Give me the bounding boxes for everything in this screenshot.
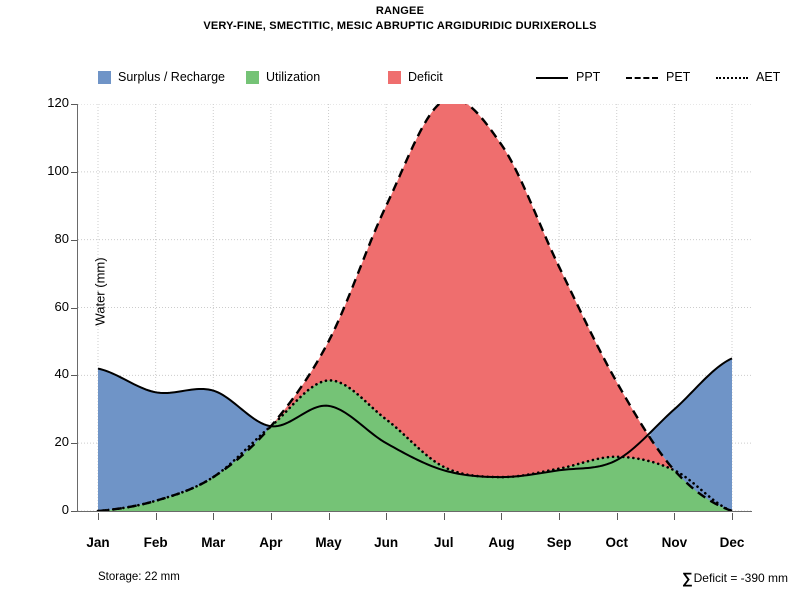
y-tick-label: 120 xyxy=(47,95,69,110)
legend-line-ppt-icon xyxy=(536,71,568,84)
legend-item-deficit: Deficit xyxy=(388,68,443,86)
legend-swatch-deficit xyxy=(388,70,401,84)
x-tick-label: Apr xyxy=(259,535,283,550)
x-tick-mark xyxy=(732,513,733,520)
x-tick-mark xyxy=(501,513,503,520)
curve-aet xyxy=(96,379,734,511)
legend-item-pet: PET xyxy=(626,68,690,86)
x-tick-label: Oct xyxy=(605,535,628,550)
plot-area: Water (mm) xyxy=(77,104,752,512)
legend-label-surplus: Surplus / Recharge xyxy=(118,70,226,84)
deficit-note: ∑Deficit = -390 mm xyxy=(682,570,788,587)
storage-note: Storage: 22 mm xyxy=(98,571,180,583)
y-tick-mark xyxy=(71,104,77,105)
legend-label-utilization: Utilization xyxy=(266,70,321,84)
x-axis-line xyxy=(77,511,752,512)
y-tick-label: 60 xyxy=(54,298,69,314)
x-tick-mark xyxy=(674,513,676,520)
legend-line-aet-icon xyxy=(716,71,748,84)
area-surplus xyxy=(98,358,732,511)
x-tick-mark xyxy=(98,513,99,520)
deficit-note-text: Deficit = -390 mm xyxy=(693,571,788,585)
legend-item-aet: AET xyxy=(716,68,780,86)
y-tick-mark xyxy=(71,239,77,241)
x-tick-mark xyxy=(328,513,330,520)
y-tick-label: 20 xyxy=(54,434,69,450)
chart-title-line1: RANGEE xyxy=(375,5,425,17)
y-tick-label: 40 xyxy=(54,366,69,382)
legend-item-ppt: PPT xyxy=(536,68,600,86)
plot-svg xyxy=(78,104,752,511)
x-tick-label: Aug xyxy=(488,535,515,550)
legend-label-pet: PET xyxy=(666,70,691,84)
chart-legend: Surplus / Recharge Utilization Deficit P… xyxy=(98,68,780,86)
legend-swatch-utilization xyxy=(246,70,259,84)
legend-line-pet-icon xyxy=(626,71,658,84)
chart-title: RANGEE VERY-FINE, SMECTITIC, MESIC ABRUP… xyxy=(0,4,800,34)
x-tick-label: Dec xyxy=(719,535,745,550)
sigma-icon: ∑ xyxy=(681,570,693,587)
area-deficit xyxy=(273,104,672,478)
legend-label-deficit: Deficit xyxy=(408,70,443,84)
y-tick-mark xyxy=(71,171,77,173)
x-tick-label: Jul xyxy=(434,535,454,550)
x-tick-label: Sep xyxy=(546,535,572,550)
y-tick-label: 80 xyxy=(54,230,69,246)
curve-pet xyxy=(97,104,733,511)
y-tick-mark xyxy=(71,443,77,445)
curve-ppt xyxy=(97,357,733,479)
x-tick-label: Jun xyxy=(374,535,399,550)
x-tick-mark xyxy=(559,513,561,520)
y-tick-mark xyxy=(71,307,77,309)
y-tick-label: 100 xyxy=(47,162,69,178)
x-tick-mark xyxy=(616,513,618,520)
x-tick-mark xyxy=(386,513,388,520)
y-axis-line xyxy=(77,104,78,511)
x-tick-mark xyxy=(270,513,272,520)
legend-item-surplus: Surplus / Recharge xyxy=(98,68,225,86)
chart-title-line2: VERY-FINE, SMECTITIC, MESIC ABRUPTIC ARG… xyxy=(203,20,597,32)
x-tick-mark xyxy=(213,513,215,520)
x-tick-label: Feb xyxy=(143,535,168,550)
x-tick-label: Jan xyxy=(86,535,110,550)
legend-swatch-surplus xyxy=(98,70,111,84)
legend-label-aet: AET xyxy=(756,70,781,84)
x-tick-mark xyxy=(443,513,445,520)
legend-label-ppt: PPT xyxy=(576,70,601,84)
x-tick-label: May xyxy=(315,535,342,550)
x-tick-label: Mar xyxy=(201,535,226,550)
y-tick-label: 0 xyxy=(61,502,69,517)
x-tick-mark xyxy=(155,513,157,520)
y-axis-label: Water (mm) xyxy=(92,257,108,326)
x-tick-label: Nov xyxy=(661,535,688,550)
legend-item-utilization: Utilization xyxy=(246,68,320,86)
y-tick-mark xyxy=(71,511,77,512)
y-tick-mark xyxy=(71,375,77,377)
